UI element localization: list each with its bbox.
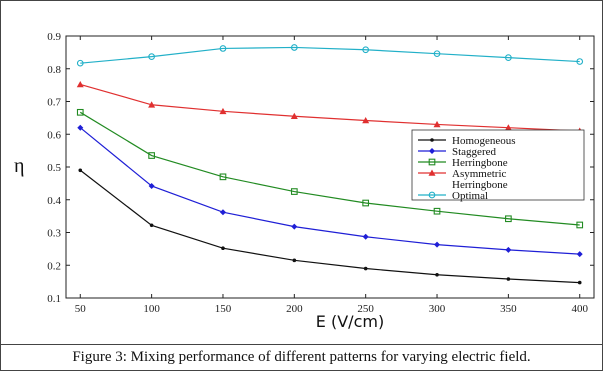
data-point [221,246,225,251]
y-tick-label: 0.9 [47,31,61,43]
series-line [80,83,580,132]
data-point [148,152,155,159]
y-axis-label: η [14,155,24,177]
data-point [362,46,370,54]
data-point [219,45,227,52]
data-point [576,58,584,65]
legend: HomogeneousStaggeredHerringboneAsymmetri… [411,129,585,202]
data-point [505,246,512,253]
x-tick-label: 300 [429,303,446,315]
legend-marker [428,169,436,176]
data-point [292,258,297,263]
x-tick-label: 100 [143,303,160,315]
series-line [79,127,580,255]
data-point [77,124,84,131]
data-point [148,182,155,189]
data-point [505,215,512,223]
series-line [79,169,580,284]
y-tick-label: 0.5 [47,162,61,174]
data-point [219,173,227,181]
data-point [433,120,441,128]
data-point [219,209,226,216]
data-point [363,266,368,271]
legend-box [411,129,585,201]
data-point [290,112,298,120]
legend-label: Asymmetric [452,168,506,180]
x-tick-label: 200 [286,303,303,315]
series-line [79,111,580,226]
data-point [219,107,227,115]
x-tick-label: 350 [500,303,517,315]
y-tick-label: 0.4 [47,195,61,207]
data-point [576,221,584,229]
y-tick-label: 0.8 [47,64,61,76]
data-point [504,124,512,131]
data-point [362,233,369,240]
data-point [506,277,511,281]
data-point [76,59,84,67]
y-tick-label: 0.7 [47,97,61,109]
data-point [78,168,83,173]
data-point [76,108,84,116]
data-point [290,44,298,51]
series-group [76,44,584,285]
x-tick-label: 50 [75,303,87,315]
data-point [435,272,439,277]
data-point [362,199,370,207]
data-point [148,101,156,108]
data-point [434,241,441,248]
x-tick-label: 250 [357,303,374,315]
y-tick-label: 0.1 [47,293,61,305]
data-point [149,223,154,228]
data-point [362,116,370,124]
legend-marker [430,138,434,142]
legend-label: Herringbone [452,157,508,169]
legend-label: Homogeneous [452,135,516,147]
data-point [291,223,298,230]
series-line [80,46,580,64]
figure-caption: Figure 3: Mixing performance of differen… [0,344,603,370]
legend-marker [428,158,436,166]
legend-label: Optimal [452,190,488,202]
legend-marker [429,148,435,154]
y-tick-label: 0.3 [47,228,61,240]
y-tick-label: 0.6 [47,129,61,141]
x-tick-label: 400 [571,303,588,315]
axis-ticks: 50 100 150 200 250 300 350 400 0.1 0.2 0.3 0.4 0.5 0.… [47,31,594,315]
data-point [290,188,298,195]
data-point [576,251,583,258]
y-tick-label: 0.2 [47,260,61,272]
legend-marker [428,191,436,199]
x-axis-label: E (V/cm) [316,312,384,331]
data-point [577,280,582,285]
data-point [148,53,155,60]
legend-label: Staggered [452,146,496,158]
data-point [505,54,512,61]
data-point [76,80,84,88]
data-point [433,50,441,58]
line-chart: 50 100 150 200 250 300 350 400 0.1 0.2 0.3 0.4 0.5 0.… [14,31,595,331]
data-point [433,207,441,215]
x-tick-label: 150 [215,303,232,315]
legend-label: Herringbone [452,179,508,191]
